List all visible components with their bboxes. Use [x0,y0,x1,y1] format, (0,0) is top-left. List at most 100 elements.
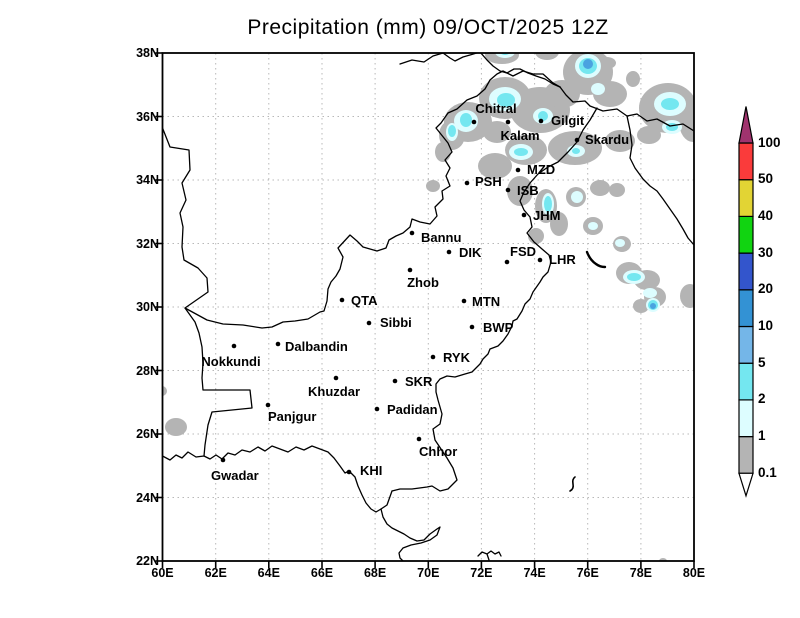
colorbar-label-40: 40 [758,207,774,223]
colorbar-label-20: 20 [758,281,774,297]
city-label-fsd: FSD [510,244,536,259]
city-dot-lhr [537,257,543,263]
city-label-skardu: Skardu [585,132,630,147]
city-dot-bwp [469,324,475,330]
coastline [162,445,393,513]
lon-label-76E: 76E [576,566,599,580]
city-dot-isb [505,187,511,193]
city-label-mzd: MZD [527,162,556,177]
city-dot-mtn [461,298,467,304]
city-label-gwadar: Gwadar [211,468,259,483]
plot-title: Precipitation (mm) 09/OCT/2025 12Z [247,16,609,39]
city-label-isb: ISB [517,183,539,198]
river-hook-line [585,250,607,269]
lat-label-32N: 32N [136,236,159,251]
city-dot-kalam [505,119,511,125]
city-dot-khuzdar [333,375,339,381]
river-squiggle-line [569,476,576,492]
colorbar-label-100: 100 [758,134,781,150]
city-dot-chitral [471,119,477,125]
colorbar-label-1: 1 [758,428,766,444]
city-label-ryk: RYK [443,350,470,365]
indus-delta-coastline [380,508,441,561]
axis-ticks [155,52,695,568]
city-dot-ryk [430,354,436,360]
city-dot-padidan [374,406,380,412]
city-dot-gwadar [220,457,226,463]
india-border-line [391,254,552,492]
city-dot-dik [446,249,452,255]
lat-label-28N: 28N [136,363,159,378]
lon-label-60E: 60E [151,566,174,580]
colorbar [738,106,754,498]
iran-border-line [162,127,253,457]
colorbar-top-arrow [738,106,754,144]
city-label-kalam: Kalam [500,128,540,143]
city-label-skr: SKR [405,374,433,389]
city-dot-qta [339,297,345,303]
city-dot-jhm [521,212,527,218]
lat-label-22N: 22N [136,554,159,568]
station-dots [220,118,580,475]
city-label-mtn: MTN [472,294,501,309]
city-label-qta: QTA [351,293,378,308]
city-dot-psh [464,180,470,186]
city-label-dalbandin: Dalbandin [285,339,348,354]
city-label-lhr: LHR [549,252,576,267]
lon-label-64E: 64E [257,566,280,580]
precip-level-5mm [583,59,656,309]
city-label-panjgur: Panjgur [268,409,317,424]
city-label-nokkundi: Nokkundi [201,354,261,369]
lon-label-78E: 78E [629,566,653,580]
lon-label-72E: 72E [470,566,493,580]
city-dot-mzd [515,167,521,173]
city-label-gilgit: Gilgit [551,113,585,128]
city-dot-nokkundi [231,343,237,349]
lat-label-30N: 30N [136,300,159,314]
city-dot-skardu [574,137,580,143]
city-dot-khi [346,469,352,475]
city-label-khuzdar: Khuzdar [308,384,360,399]
colorbar-bottom-arrow [738,472,754,498]
precipitation-shading [162,53,694,561]
graticule-gridlines [162,53,694,561]
colorbar-label-30: 30 [758,244,774,260]
city-label-chhor: Chhor [419,444,458,459]
colorbar-label-10: 10 [758,318,774,333]
city-dot-chhor [416,436,422,442]
creek-lines [477,550,502,561]
city-label-psh: PSH [475,174,502,189]
colorbar-label-5: 5 [758,354,766,370]
city-label-khi: KHI [360,463,383,478]
lat-label-34N: 34N [136,173,159,187]
plot-frame [161,52,695,562]
country-borders [162,53,694,561]
precip-level-0.1mm [162,53,694,561]
lon-label-80E: 80E [682,566,706,580]
lat-label-24N: 24N [136,490,159,505]
city-dot-bannu [409,230,415,236]
lon-label-70E: 70E [417,566,440,580]
lat-label-38N: 38N [136,46,159,60]
city-label-bannu: Bannu [421,230,462,245]
city-label-padidan: Padidan [387,402,438,417]
lon-label-74E: 74E [523,566,546,580]
city-label-dik: DIK [459,245,482,260]
karakoram-border-line [559,86,694,132]
city-dot-panjgur [265,402,271,408]
lon-label-66E: 66E [310,566,334,580]
city-label-bwp: BWP [483,320,514,335]
city-label-zhob: Zhob [407,275,439,290]
city-label-sibbi: Sibbi [380,315,412,330]
city-dot-sibbi [366,320,372,326]
lon-label-62E: 62E [204,566,227,580]
lat-label-26N: 26N [136,427,159,441]
afghan-border-line [184,70,561,329]
wakhan-border-line [399,53,561,88]
city-label-jhm: JHM [533,208,561,223]
colorbar-label-50: 50 [758,171,774,187]
city-dot-skr [392,378,398,384]
colorbar-label-0.1: 0.1 [758,464,777,480]
northeast-border-line [626,115,694,246]
